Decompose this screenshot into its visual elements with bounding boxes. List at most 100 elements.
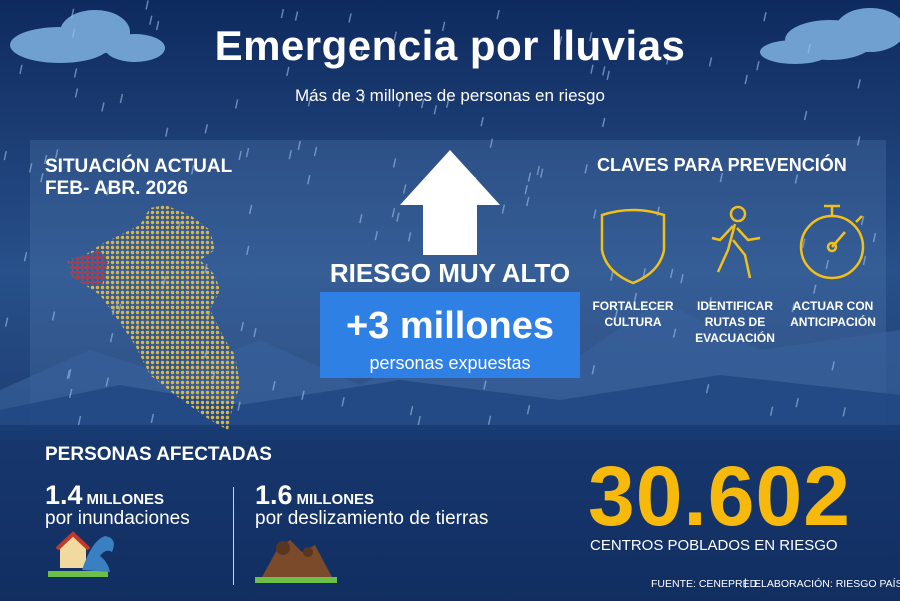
raindrop [501,204,506,214]
raindrop [769,406,774,416]
raindrop [602,66,606,76]
raindrop [539,168,544,178]
raindrop [558,36,563,46]
raindrop [708,297,712,307]
raindrop [164,127,169,137]
situation-period: FEB- ABR. 2026 [45,178,188,199]
raindrop [238,150,242,161]
raindrop [248,204,253,215]
flood-icon [48,531,114,577]
raindrop [240,321,245,332]
raindrop [297,140,302,151]
raindrop [791,303,795,313]
raindrop [705,384,710,394]
raindrop [70,8,75,18]
exposed-box [320,292,580,378]
raindrop [67,368,72,379]
situation-heading: SITUACIÓN ACTUAL [45,156,233,177]
raindrop [234,99,239,109]
raindrop [862,255,867,266]
exposed-label: personas expuestas [369,353,531,373]
raindrop [744,74,748,85]
raindrop [272,381,276,391]
raindrop [43,154,48,165]
prevention-heading: CLAVES PARA PREVENCIÓN [597,155,847,175]
raindrop [584,164,588,174]
up-arrow [400,150,500,255]
raindrop [441,21,446,32]
raindrop [445,98,450,108]
raindrop [204,124,209,134]
towns-label: CENTROS POBLADOS EN RIESGO [590,537,838,554]
raindrop [348,13,352,23]
raindrop [71,28,76,38]
affected-cause: por inundaciones [45,508,190,529]
raindrop [842,407,846,417]
raindrop [483,380,487,390]
affected-cause: por deslizamiento de tierras [255,508,489,529]
separator: | [744,577,747,589]
raindrop [119,93,124,104]
affected-unit: MILLONES [296,491,375,508]
raindrop [417,415,421,426]
subtitle: Más de 3 millones de personas en riesgo [295,86,605,105]
raindrop [109,332,114,343]
divider [233,487,234,585]
raindrop [857,79,861,89]
raindrop [407,232,412,242]
raindrop [359,214,363,224]
raindrop [149,15,153,25]
raindrop [396,212,400,222]
raindrop [633,292,638,303]
raindrop [590,64,594,74]
raindrop [803,110,808,121]
raindrop [536,165,541,176]
raindrop [190,165,195,175]
raindrop [360,45,364,55]
raindrop [763,11,767,22]
raindrop [150,413,155,424]
rain [3,0,877,426]
raindrop [101,102,105,112]
affected-figure: 1.6 MILLONES [255,480,374,511]
raindrop [77,415,82,426]
title: Emergencia por lluvias [214,22,686,69]
peru-map [68,205,240,430]
high-risk-region [68,250,108,286]
raindrop [4,317,9,327]
prevention-tip: ACTUAR CON ANTICIPACIÓN [790,299,876,329]
raindrop [593,209,597,219]
raindrop [105,377,109,387]
raindrop [155,20,160,31]
raindrop [73,68,78,78]
raindrop [245,245,250,256]
source: FUENTE: CENEPRED [651,578,758,590]
raindrop [145,0,149,10]
raindrop [286,66,290,77]
affected-unit: MILLONES [86,491,165,508]
raindrop [526,405,531,415]
raindrop [307,175,311,185]
raindrop [606,70,610,80]
raindrop [672,328,677,338]
prevention-icons [600,204,865,285]
raindrop [341,397,345,407]
raindrop [391,208,396,218]
raindrop [294,11,299,21]
raindrop [489,138,494,148]
raindrop [402,184,407,194]
prevention-tip: IDENTIFICAR RUTAS DE EVACUACIÓN [695,299,775,345]
raindrop [307,97,312,107]
walking-icon [711,205,761,279]
raindrop [719,172,724,183]
affected-number: 1.6 [255,480,293,510]
raindrop [524,185,528,195]
risk-level: RIESGO MUY ALTO [329,258,571,288]
raindrop [795,397,799,408]
raindrop [669,268,674,279]
prevention-tip: FORTALECER CULTURA [592,299,674,329]
raindrop [825,259,829,270]
raindrop [28,163,33,173]
raindrop [374,230,379,241]
